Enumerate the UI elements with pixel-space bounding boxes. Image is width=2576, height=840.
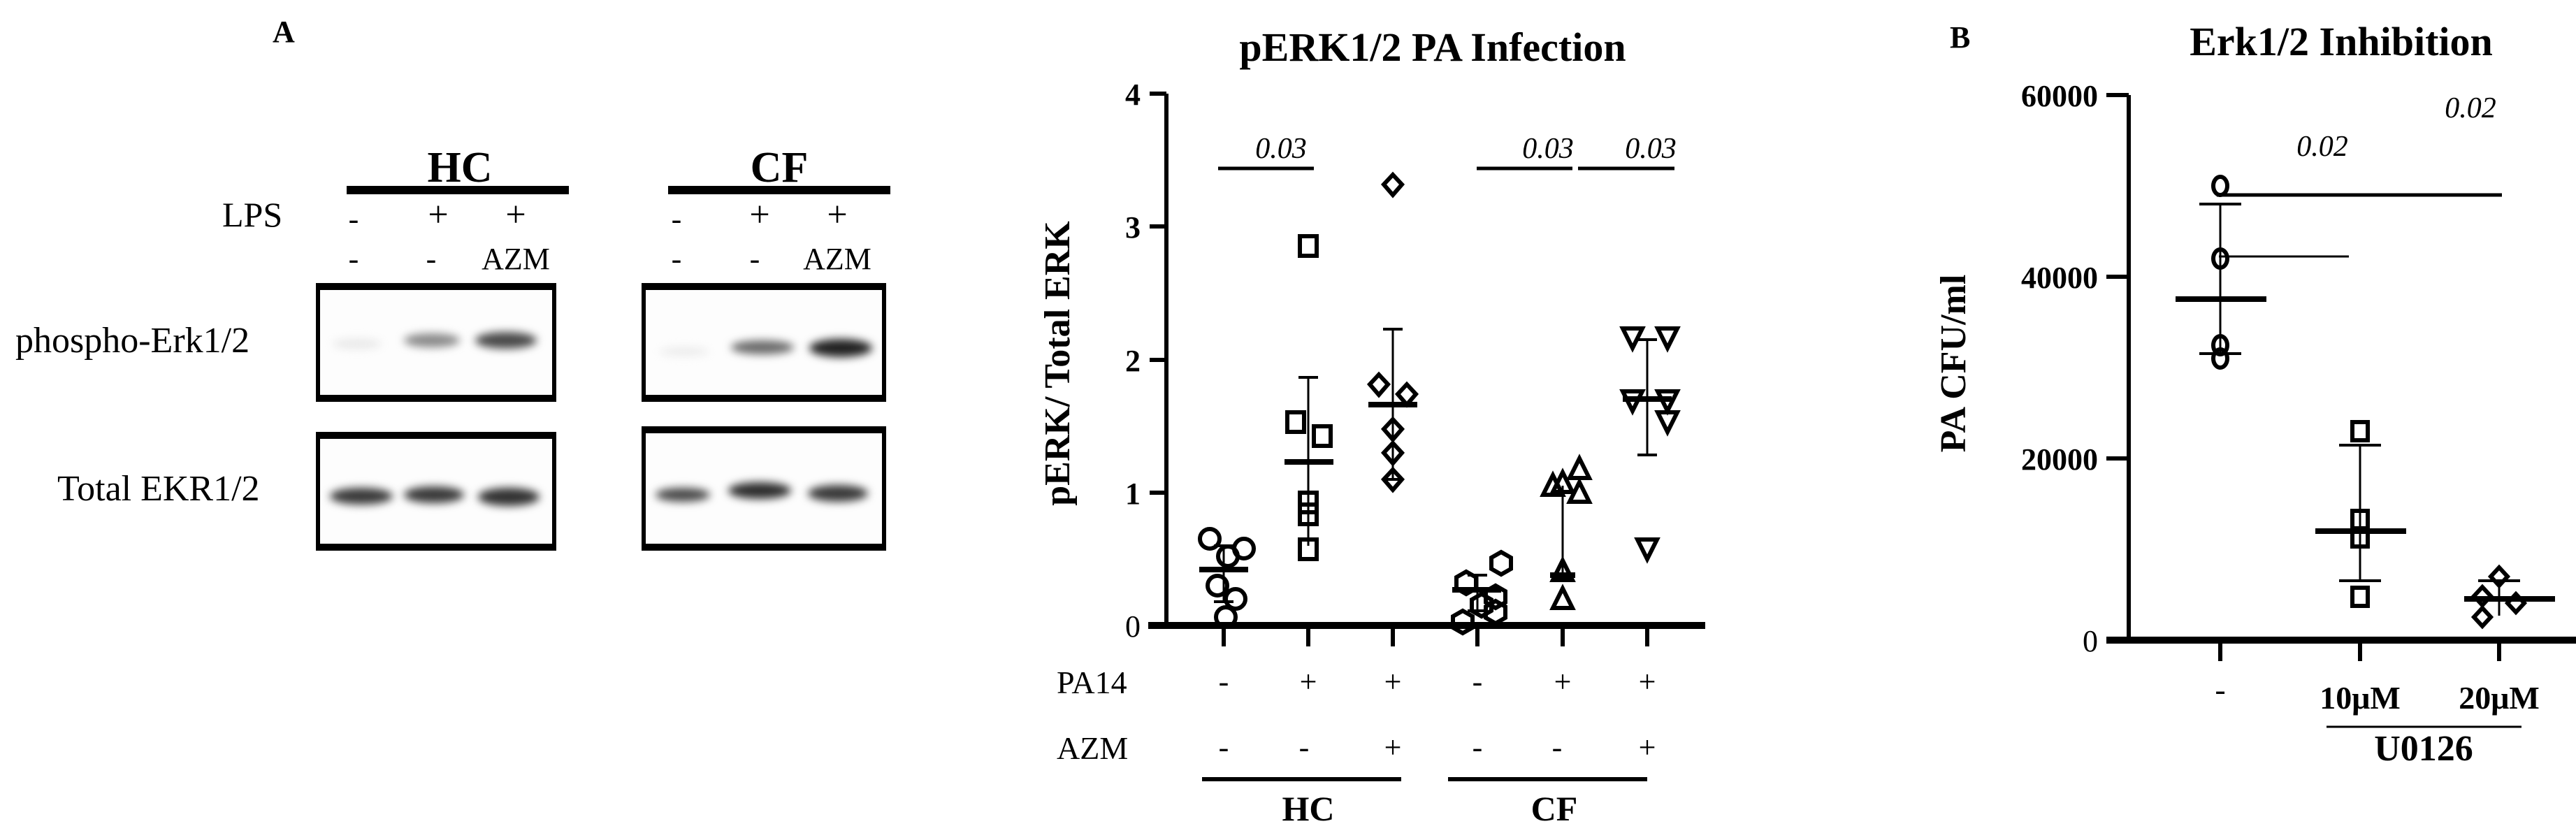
x-ticks-perk: [1222, 625, 1649, 646]
trt-hc-3: AZM: [482, 242, 550, 276]
trt-cf-2: -: [749, 242, 760, 276]
band: [660, 347, 709, 356]
band: [808, 485, 868, 502]
trt-hc-2: -: [426, 242, 437, 276]
chart-title-inhibition: Erk1/2 Inhibition: [2190, 19, 2493, 64]
lps-hc-1: -: [348, 202, 359, 236]
series-control: [2176, 175, 2266, 370]
blot-phospho-cf: [642, 283, 886, 402]
y-axis-label-perk: pERK/ Total ERK: [1038, 221, 1078, 506]
band: [656, 488, 710, 502]
azm-cond-1: -: [1218, 730, 1229, 765]
x-axis-label-u0126: U0126: [2374, 729, 2473, 769]
trt-cf-3: AZM: [803, 242, 871, 276]
panel-b-letter: B: [1950, 20, 1971, 55]
blot-group-bar-cf: [668, 186, 890, 194]
trt-hc-1: -: [348, 242, 359, 276]
condition-label-azm: AZM: [1057, 730, 1129, 766]
series-cf-control: [1451, 549, 1513, 636]
series-cf-pa14: [1540, 454, 1593, 610]
significance-bars-inhibition: [2217, 193, 2502, 258]
series-10um: [2315, 420, 2406, 608]
row-label-phospho-erk: phospho-Erk1/2: [15, 321, 250, 361]
svg-text:0.03: 0.03: [1255, 133, 1307, 165]
row-label-lps: LPS: [222, 195, 283, 234]
blot-group-bar-hc: [347, 186, 569, 194]
blot-phospho-hc: [316, 283, 556, 402]
series-hc-pa14: [1285, 234, 1333, 561]
lps-cf-2: +: [749, 195, 770, 235]
y-tick-labels-perk: 4 3 2 1 0: [1125, 78, 1141, 644]
blot-group-label-hc: HC: [427, 144, 493, 191]
y-ticks-inhibition: [2106, 93, 2129, 461]
group-label-hc: HC: [1282, 789, 1335, 828]
y-axis-label-inhibition: PA CFU/ml: [1934, 275, 1974, 453]
band: [404, 333, 460, 347]
lps-hc-2: +: [428, 195, 449, 235]
azm-cond-5: -: [1551, 730, 1563, 765]
condition-label-pa14: PA14: [1057, 665, 1127, 700]
band: [731, 340, 794, 354]
azm-cond-6: +: [1638, 730, 1656, 765]
x-label-control: -: [2215, 672, 2226, 707]
band: [475, 332, 537, 349]
pa14-cond-2: +: [1299, 665, 1317, 699]
svg-text:3: 3: [1125, 210, 1141, 245]
band: [478, 488, 540, 506]
svg-text:2: 2: [1125, 344, 1141, 378]
svg-text:1: 1: [1125, 477, 1141, 511]
blot-total-cf: [642, 426, 886, 551]
significance-labels-inhibition: 0.02 0.02: [2296, 92, 2496, 163]
band: [330, 488, 393, 505]
pa14-cond-5: +: [1554, 665, 1572, 699]
trt-cf-1: -: [671, 242, 682, 276]
svg-text:40000: 40000: [2021, 261, 2098, 295]
series-hc-control: [1198, 527, 1256, 629]
x-label-20um: 20μM: [2459, 680, 2540, 716]
y-tick-labels-inhibition: 60000 40000 20000 0: [2021, 79, 2098, 658]
series-hc-pa14-azm: [1366, 171, 1419, 493]
x-label-10um: 10μM: [2320, 680, 2401, 716]
svg-text:0.02: 0.02: [2445, 92, 2496, 124]
svg-text:0.03: 0.03: [1522, 133, 1574, 165]
group-label-cf: CF: [1531, 789, 1578, 828]
chart-title-perk: pERK1/2 PA Infection: [1239, 24, 1626, 70]
series-20um: [2464, 564, 2555, 630]
lps-hc-3: +: [505, 195, 526, 235]
band: [728, 482, 791, 499]
band: [809, 339, 872, 357]
lps-cf-3: +: [827, 195, 848, 235]
svg-text:4: 4: [1125, 78, 1141, 112]
panel-a-letter: A: [273, 15, 295, 49]
svg-text:0: 0: [2083, 624, 2098, 658]
svg-text:0.02: 0.02: [2296, 131, 2348, 163]
pa14-cond-3: +: [1384, 665, 1402, 699]
pa14-cond-4: -: [1472, 665, 1483, 699]
pa14-cond-1: -: [1218, 665, 1229, 699]
svg-text:0.03: 0.03: [1625, 133, 1677, 165]
x-ticks-inhibition: [2218, 640, 2501, 661]
azm-cond-4: -: [1472, 730, 1483, 765]
blot-group-label-cf: CF: [750, 144, 809, 191]
svg-text:20000: 20000: [2021, 442, 2098, 477]
row-label-total-erk: Total EKR1/2: [57, 469, 260, 509]
azm-cond-2: -: [1298, 730, 1310, 765]
pa14-cond-6: +: [1638, 665, 1656, 699]
significance-labels-perk: 0.03 0.03 0.03: [1255, 133, 1677, 165]
svg-text:60000: 60000: [2021, 79, 2098, 113]
band: [404, 486, 464, 503]
series-cf-pa14-azm: [1619, 326, 1681, 564]
band: [333, 339, 382, 349]
blot-total-hc: [316, 432, 556, 551]
lps-cf-1: -: [671, 202, 682, 236]
y-ticks-perk: [1150, 92, 1166, 495]
azm-cond-3: +: [1384, 730, 1402, 765]
svg-text:0: 0: [1125, 609, 1141, 644]
